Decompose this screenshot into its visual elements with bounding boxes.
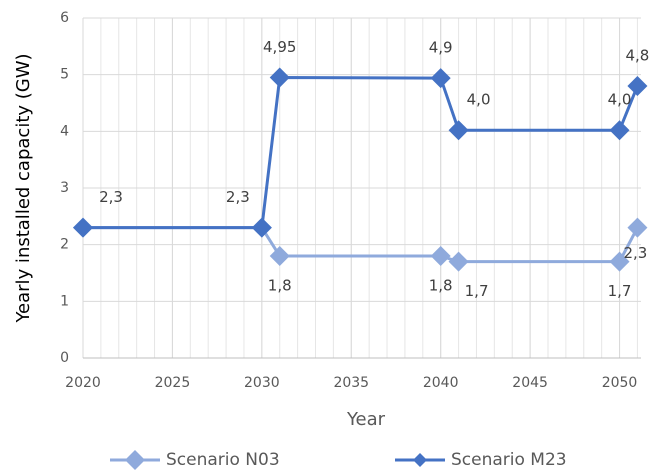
marker	[269, 67, 290, 88]
y-tick-label: 0	[60, 350, 69, 366]
marker	[430, 246, 451, 266]
marker	[73, 217, 93, 238]
x-tick-label: 2050	[602, 375, 638, 391]
y-tick-label: 3	[60, 180, 69, 196]
legend-label: Scenario N03	[166, 450, 280, 470]
value-label: 4,8	[625, 47, 649, 65]
x-tick-label: 2035	[333, 375, 369, 391]
legend-label: Scenario M23	[451, 450, 567, 470]
marker	[251, 217, 272, 238]
x-tick-label: 2030	[244, 375, 280, 391]
value-label: 1,7	[465, 282, 489, 300]
marker	[269, 246, 290, 266]
marker	[627, 76, 648, 96]
legend-marker	[125, 450, 145, 470]
value-label: 2,3	[99, 188, 123, 206]
marker	[609, 120, 630, 141]
y-tick-label: 2	[60, 237, 69, 253]
y-tick-label: 5	[60, 67, 69, 83]
y-tick-label: 1	[60, 293, 69, 309]
value-label: 1,8	[429, 277, 453, 295]
y-tick-label: 4	[60, 123, 69, 139]
y-axis-title: Yearly installed capacity (GW)	[13, 53, 34, 323]
marker	[448, 251, 469, 272]
series-line	[83, 75, 639, 230]
value-label: 4,9	[429, 39, 453, 57]
marker	[627, 217, 648, 238]
y-tick-label: 6	[60, 10, 69, 26]
value-label: 4,95	[263, 38, 296, 56]
x-axis-title: Year	[346, 409, 386, 430]
value-label: 4,0	[608, 91, 632, 109]
marker	[609, 251, 630, 272]
value-label: 4,0	[467, 91, 491, 109]
x-tick-label: 2040	[423, 375, 459, 391]
value-label: 2,3	[226, 188, 250, 206]
x-tick-label: 2020	[65, 375, 101, 391]
marker	[448, 120, 469, 141]
marker	[430, 68, 451, 89]
x-tick-label: 2025	[155, 375, 191, 391]
x-tick-label: 2045	[512, 375, 548, 391]
value-label: 1,8	[268, 277, 292, 295]
value-label: 1,7	[608, 282, 632, 300]
legend-marker	[413, 453, 427, 467]
value-label: 2,3	[623, 244, 647, 262]
